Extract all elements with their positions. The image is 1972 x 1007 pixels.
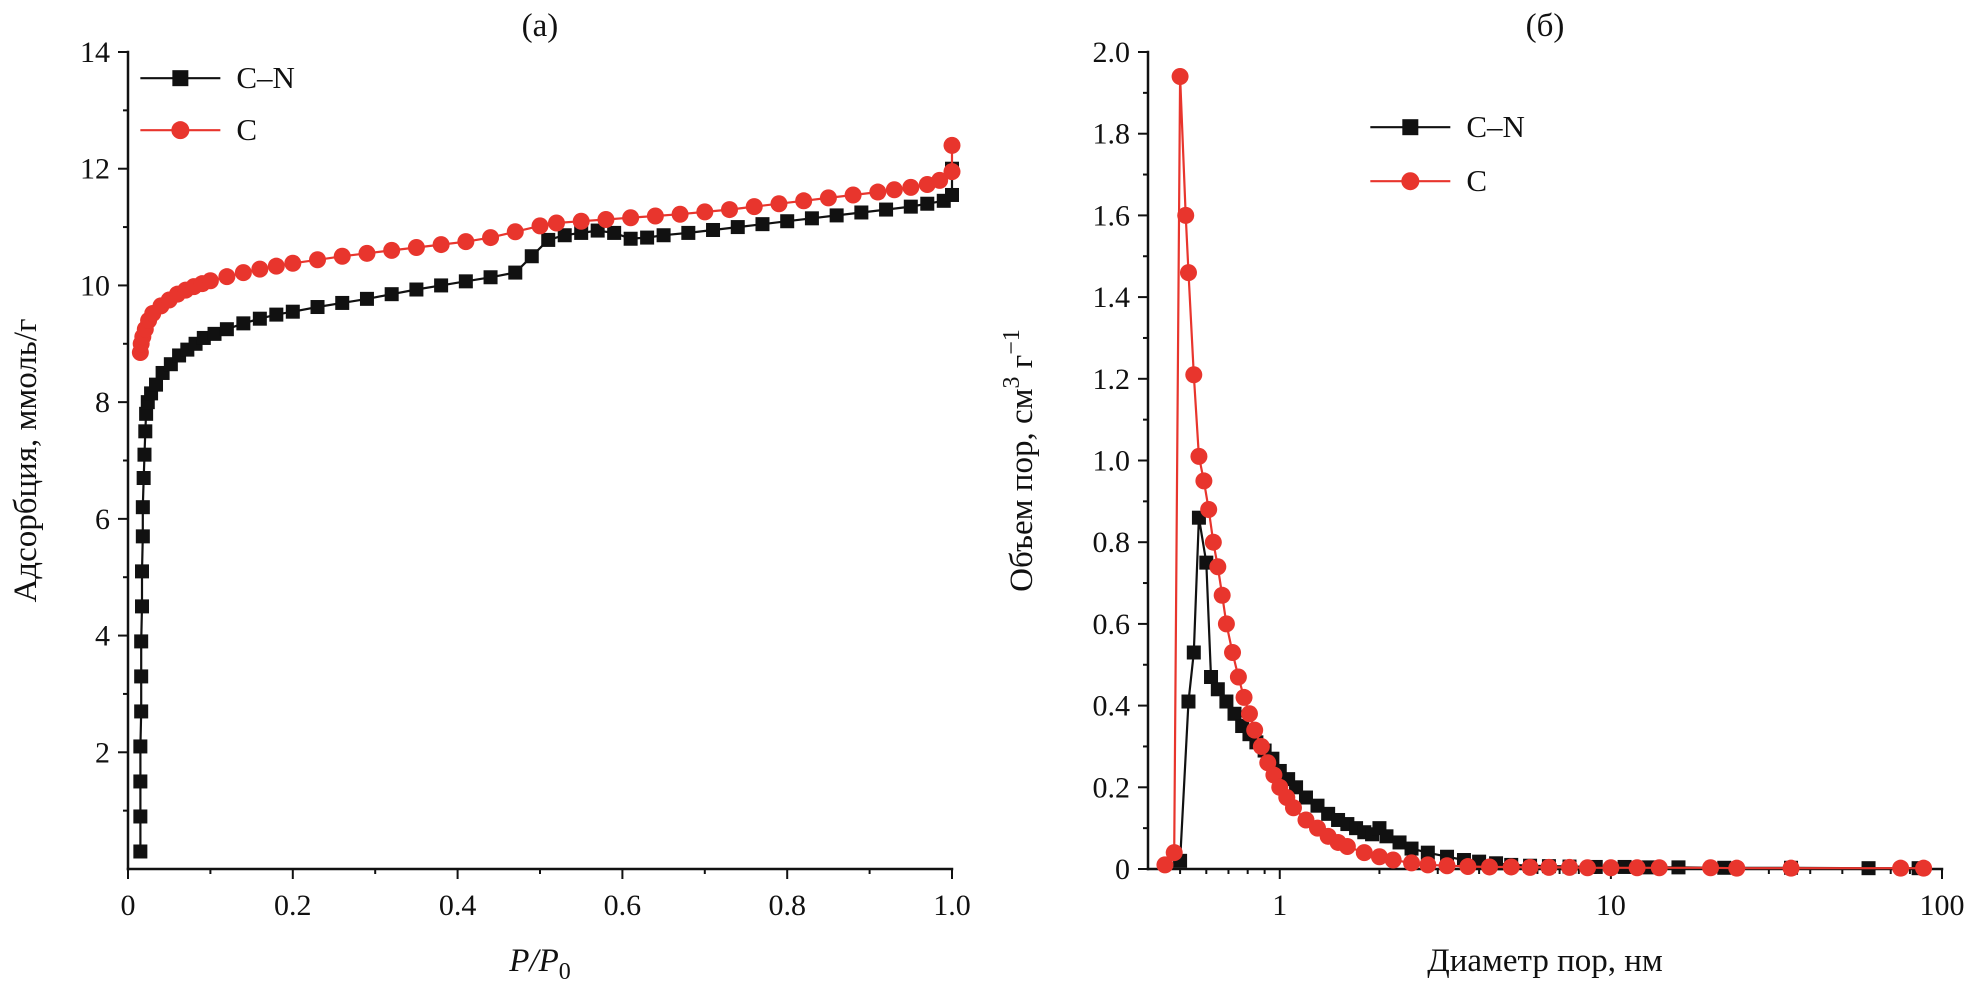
svg-text:P/P0: P/P0 (508, 943, 571, 985)
svg-text:2: 2 (95, 736, 110, 769)
svg-text:0: 0 (1115, 853, 1130, 886)
chart-b-canvas: 1 10 100 0 0.2 0.4 0.6 0.8 1.0 1.2 1.4 1.6 1.8 2.0 (б)… (999, 8, 1965, 979)
panel-b: 1 10 100 0 0.2 0.4 0.6 0.8 1.0 1.2 1.4 1.6 1.8 2.0 (б)… (986, 0, 1972, 1007)
svg-text:1.0: 1.0 (1093, 445, 1131, 478)
svg-text:0.4: 0.4 (1093, 690, 1131, 723)
svg-text:C: C (236, 112, 257, 147)
chart-a-canvas: 0 0.2 0.4 0.6 0.8 1.0 2 4 6 8 10 12 14 (а) P/P0 Адсорбц… (8, 8, 971, 985)
svg-text:1.2: 1.2 (1093, 363, 1131, 396)
svg-text:1: 1 (1272, 889, 1287, 922)
svg-text:12: 12 (80, 153, 110, 186)
svg-text:4: 4 (95, 620, 110, 653)
svg-text:1.6: 1.6 (1093, 199, 1131, 232)
svg-text:0: 0 (121, 889, 136, 922)
svg-text:1.8: 1.8 (1093, 118, 1131, 151)
svg-text:1.4: 1.4 (1093, 281, 1131, 314)
svg-text:100: 100 (1920, 889, 1965, 922)
svg-text:0.6: 0.6 (1093, 608, 1131, 641)
svg-text:C–N: C–N (1466, 109, 1525, 144)
svg-text:8: 8 (95, 386, 110, 419)
svg-text:Диаметр пор, нм: Диаметр пор, нм (1427, 943, 1663, 979)
panel-a: 0 0.2 0.4 0.6 0.8 1.0 2 4 6 8 10 12 14 (а) P/P0 Адсорбц… (8, 8, 971, 985)
svg-text:2.0: 2.0 (1093, 36, 1131, 69)
svg-text:0.6: 0.6 (604, 889, 642, 922)
svg-text:1.0: 1.0 (933, 889, 971, 922)
svg-text:6: 6 (95, 503, 110, 536)
svg-text:14: 14 (80, 36, 110, 69)
svg-text:0.4: 0.4 (439, 889, 477, 922)
svg-text:(а): (а) (522, 8, 559, 44)
svg-text:0.8: 0.8 (1093, 526, 1131, 559)
svg-text:C–N: C–N (236, 60, 295, 95)
svg-text:Адсорбция, ммоль/г: Адсорбция, ммоль/г (8, 318, 44, 602)
svg-text:10: 10 (1596, 889, 1626, 922)
svg-text:C: C (1466, 163, 1487, 198)
svg-text:0.2: 0.2 (1093, 771, 1131, 804)
svg-text:0.2: 0.2 (274, 889, 312, 922)
svg-text:Объем пор, см3 г−1: Объем пор, см3 г−1 (999, 329, 1040, 592)
svg-text:0.8: 0.8 (768, 889, 806, 922)
svg-text:(б): (б) (1526, 8, 1565, 44)
svg-text:10: 10 (80, 269, 110, 302)
